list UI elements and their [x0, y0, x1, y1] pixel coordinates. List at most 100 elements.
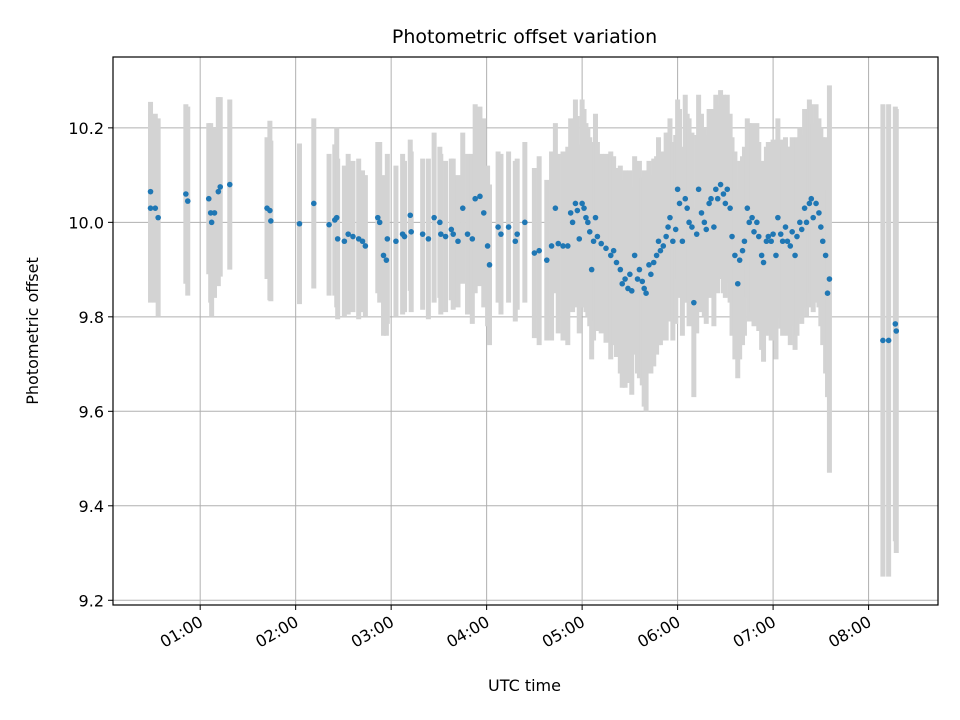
data-point	[646, 262, 652, 268]
data-point	[797, 219, 803, 226]
data-point	[522, 219, 528, 226]
data-point	[749, 214, 755, 221]
data-point	[679, 238, 686, 245]
plot-area-frame	[112, 56, 939, 606]
data-point	[184, 198, 191, 204]
data-point	[419, 231, 426, 237]
data-point	[736, 257, 743, 263]
data-point	[610, 247, 617, 254]
data-point	[703, 226, 710, 233]
data-point	[560, 243, 566, 249]
data-point	[311, 200, 317, 207]
data-point	[672, 226, 679, 233]
data-point	[674, 186, 681, 193]
grid-lines	[113, 57, 938, 605]
data-point	[505, 224, 512, 230]
data-point	[648, 271, 654, 278]
data-point	[775, 214, 781, 221]
data-point	[720, 191, 727, 197]
data-point	[350, 233, 356, 240]
data-point	[512, 238, 519, 245]
y-tick-label: 10.2	[68, 119, 104, 138]
data-point	[384, 236, 391, 242]
data-point	[768, 238, 774, 245]
data-point	[569, 219, 576, 226]
data-point	[885, 337, 892, 344]
data-point	[477, 193, 483, 200]
data-point	[782, 224, 789, 230]
data-point	[572, 200, 579, 207]
data-point	[717, 181, 724, 188]
data-point	[698, 210, 705, 216]
data-point	[639, 278, 646, 285]
data-point	[729, 233, 735, 240]
data-point	[765, 233, 772, 240]
data-point	[296, 220, 303, 227]
data-point	[631, 252, 638, 259]
y-tick-label: 9.8	[79, 308, 104, 327]
data-point	[464, 231, 471, 237]
data-point	[798, 226, 805, 233]
data-point	[758, 252, 765, 259]
data-point	[813, 200, 819, 207]
data-point	[574, 207, 581, 214]
data-point	[205, 195, 212, 202]
data-point	[380, 252, 387, 259]
data-point	[401, 233, 408, 240]
data-point	[455, 238, 461, 245]
data-point	[341, 238, 348, 245]
data-point	[660, 243, 667, 249]
data-point	[722, 200, 729, 207]
data-point	[147, 188, 154, 195]
data-point	[701, 219, 708, 226]
data-point	[824, 290, 831, 297]
data-point	[514, 231, 520, 237]
data-point	[627, 271, 633, 278]
data-point	[650, 259, 657, 266]
data-point	[576, 236, 583, 242]
data-point	[727, 205, 733, 211]
data-point	[622, 276, 628, 282]
data-point	[784, 238, 791, 245]
data-point	[531, 250, 538, 256]
data-point	[695, 186, 702, 193]
data-point	[810, 214, 816, 221]
data-point	[484, 243, 491, 249]
data-point	[808, 195, 815, 202]
data-point	[450, 231, 457, 237]
data-point	[552, 205, 559, 211]
data-point	[763, 238, 770, 245]
data-point	[555, 240, 562, 247]
data-point	[438, 231, 444, 237]
data-point	[689, 224, 695, 230]
data-point	[590, 238, 597, 245]
data-point	[792, 252, 798, 259]
data-point	[579, 200, 585, 207]
data-point	[732, 252, 738, 259]
data-point	[543, 257, 550, 263]
x-axis-label: UTC time	[488, 676, 561, 695]
data-point	[643, 290, 649, 297]
data-point	[208, 219, 215, 226]
data-point	[708, 195, 714, 202]
data-point	[408, 228, 415, 235]
data-point	[617, 266, 624, 273]
data-point	[585, 219, 591, 226]
data-point	[619, 280, 626, 287]
data-point	[806, 200, 813, 207]
data-points	[147, 181, 900, 344]
data-point	[469, 236, 476, 242]
y-tick-label: 9.2	[79, 591, 104, 610]
data-point	[486, 262, 493, 268]
data-point	[686, 219, 692, 226]
data-point	[773, 252, 779, 259]
data-point	[826, 276, 833, 282]
chart-title: Photometric offset variation	[392, 26, 657, 48]
y-tick-label: 10.0	[68, 213, 104, 232]
data-point	[636, 266, 643, 273]
data-point	[670, 238, 676, 245]
data-point	[744, 205, 751, 211]
data-point	[565, 243, 571, 249]
data-point	[657, 247, 664, 254]
data-point	[755, 233, 762, 240]
